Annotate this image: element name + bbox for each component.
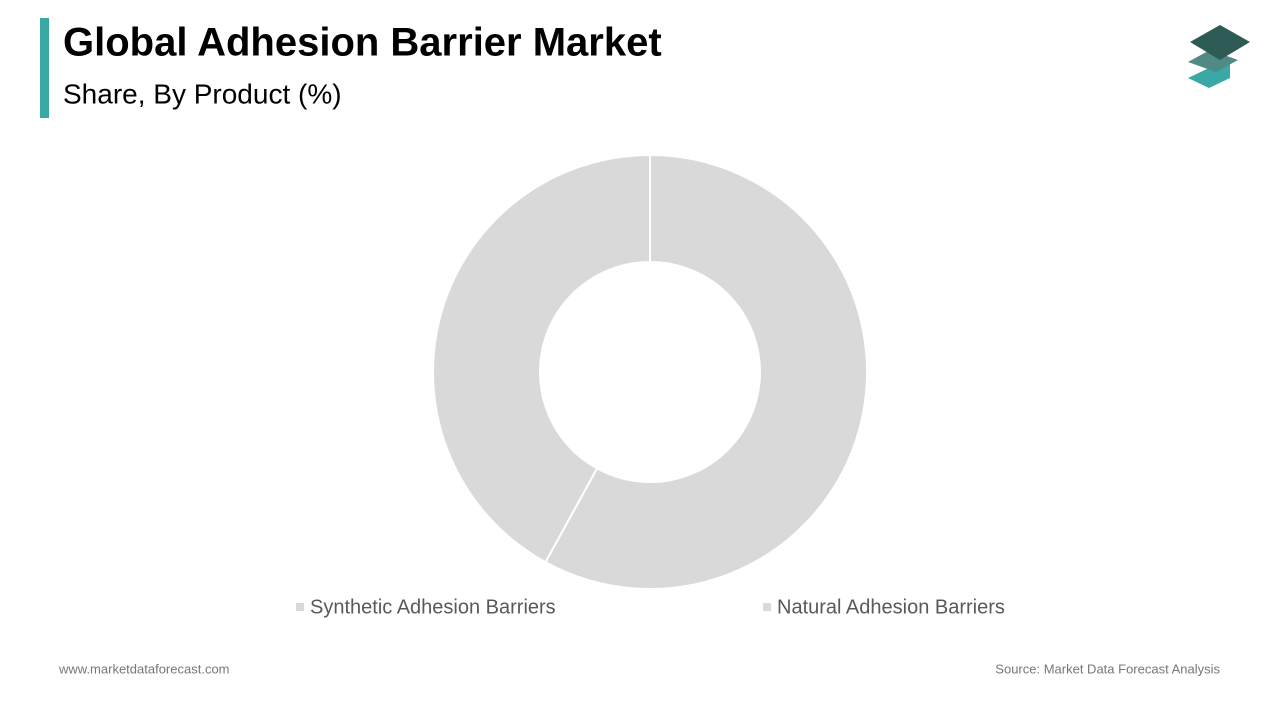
legend-label: Natural Adhesion Barriers xyxy=(777,596,1005,618)
legend: Synthetic Adhesion Barriers Natural Adhes… xyxy=(296,596,1005,618)
logo xyxy=(1188,25,1250,88)
footer-source: Source: Market Data Forecast Analysis xyxy=(995,661,1220,676)
footer-website: www.marketdataforecast.com xyxy=(58,661,230,676)
legend-swatch xyxy=(296,603,304,611)
chart-title: Global Adhesion Barrier Market xyxy=(63,21,662,65)
donut-slice xyxy=(431,153,651,564)
legend-label: Synthetic Adhesion Barriers xyxy=(310,596,556,618)
legend-swatch xyxy=(763,603,771,611)
chart-subtitle: Share, By Product (%) xyxy=(63,78,342,109)
title-accent xyxy=(40,18,49,118)
donut xyxy=(431,153,868,590)
donut-slice xyxy=(544,153,868,590)
